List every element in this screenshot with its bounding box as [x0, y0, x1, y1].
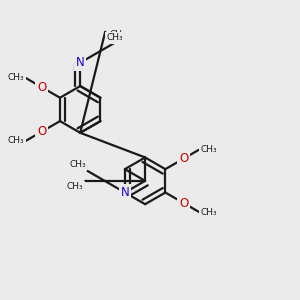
Text: O: O: [37, 125, 46, 138]
Text: CH₃: CH₃: [8, 74, 25, 82]
Text: CH₃: CH₃: [109, 30, 126, 39]
Text: CH₃: CH₃: [201, 208, 218, 217]
Text: N: N: [121, 186, 129, 199]
Text: O: O: [37, 81, 46, 94]
Text: O: O: [179, 196, 188, 209]
Text: CH₃: CH₃: [201, 145, 218, 154]
Text: CH₃: CH₃: [107, 33, 124, 42]
Text: CH₃: CH₃: [69, 160, 86, 169]
Text: O: O: [179, 152, 188, 165]
Text: CH₃: CH₃: [67, 182, 83, 191]
Text: CH₃: CH₃: [8, 136, 25, 146]
Text: N: N: [76, 56, 85, 69]
